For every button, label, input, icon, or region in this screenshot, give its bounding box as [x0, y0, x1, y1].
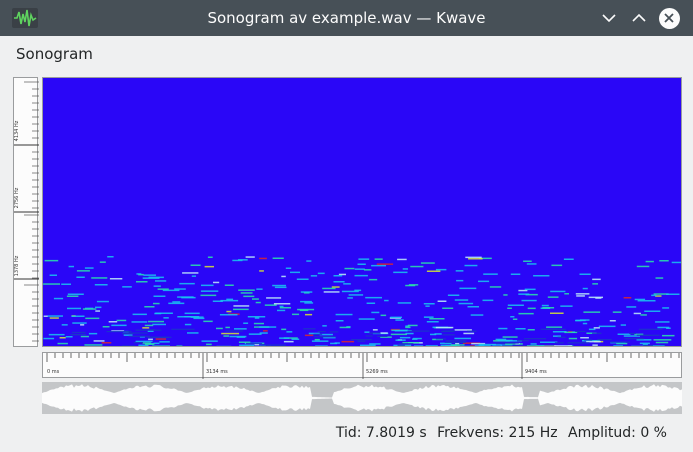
status-frequency: Frekvens: 215 Hz: [437, 425, 558, 441]
waveform-overview[interactable]: [42, 382, 682, 414]
time-label-0: 0 ms: [47, 369, 60, 375]
titlebar[interactable]: Sonogram av example.wav — Kwave: [0, 0, 693, 36]
freq-label-4134: 4134 Hz: [14, 120, 20, 142]
chevron-down-icon: [602, 14, 616, 23]
kwave-waveform-icon: [12, 8, 38, 28]
frequency-ticks: [14, 81, 39, 342]
time-ticks: [46, 353, 680, 379]
sonogram-header-label: Sonogram: [16, 45, 93, 63]
time-label-9404: 9404 ms: [525, 369, 547, 375]
maximize-button[interactable]: [628, 7, 650, 29]
time-label-5269: 5269 ms: [366, 369, 388, 375]
freq-label-2756: 2756 Hz: [14, 187, 20, 209]
frequency-scale: 4134 Hz 2756 Hz 1378 Hz: [13, 77, 39, 347]
chevron-up-icon: [632, 13, 646, 22]
sonogram-view[interactable]: [42, 77, 682, 347]
time-ruler: 0 ms 3134 ms 5269 ms 9404 ms: [42, 352, 682, 379]
waveform-overview-image: [42, 384, 682, 412]
freq-label-1378: 1378 Hz: [14, 255, 20, 277]
status-bar: Tid: 7.8019 s Frekvens: 215 Hz Amplitud:…: [330, 425, 667, 441]
time-label-3134: 3134 ms: [206, 369, 228, 375]
status-time: Tid: 7.8019 s: [335, 425, 427, 441]
sonogram-image: [43, 256, 681, 346]
status-amplitude: Amplitud: 0 %: [568, 425, 667, 441]
minimize-button[interactable]: [598, 7, 620, 29]
close-icon: [664, 13, 674, 23]
window-title: Sonogram av example.wav — Kwave: [207, 9, 486, 27]
close-button[interactable]: [658, 7, 680, 29]
